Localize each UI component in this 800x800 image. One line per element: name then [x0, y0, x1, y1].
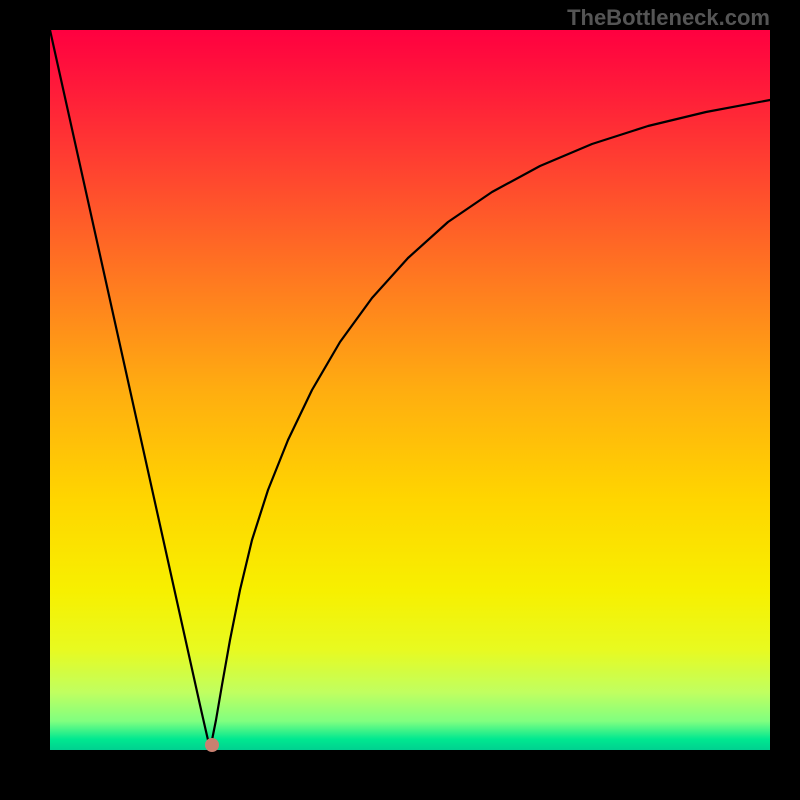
performance-curve — [50, 30, 770, 745]
curve-overlay — [0, 0, 800, 800]
optimum-marker — [205, 738, 219, 752]
chart-container: TheBottleneck.com — [0, 0, 800, 800]
watermark-text: TheBottleneck.com — [567, 5, 770, 31]
